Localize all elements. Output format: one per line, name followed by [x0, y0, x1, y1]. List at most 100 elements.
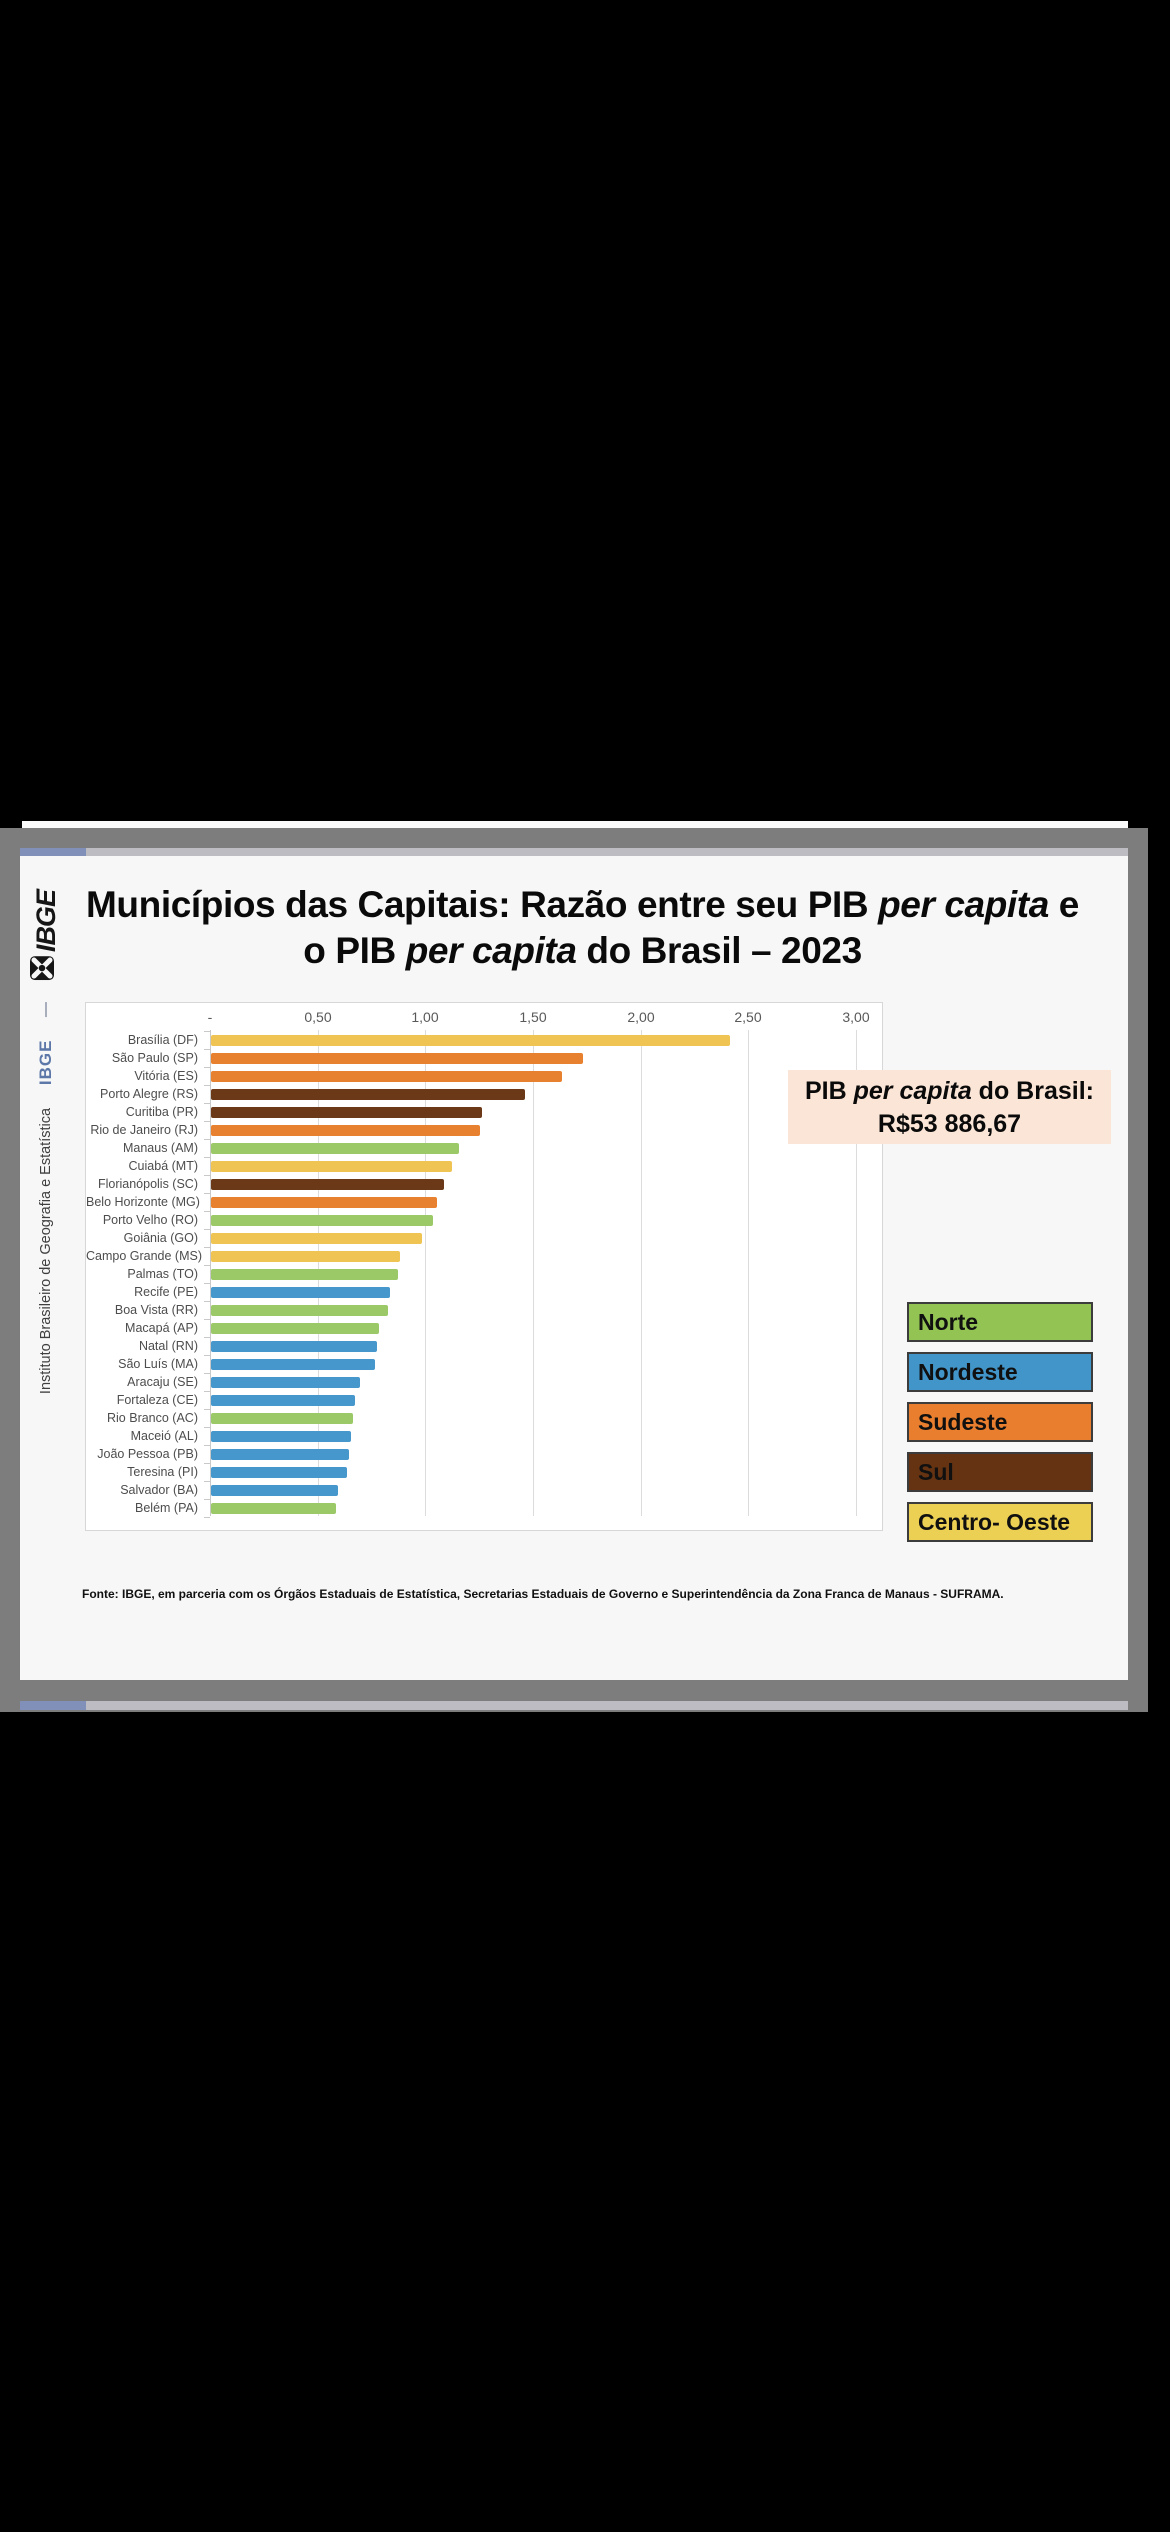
gridline: [425, 1030, 426, 1516]
x-axis-tick-label: 2,50: [734, 1009, 762, 1025]
x-axis-tick-label: 3,00: [842, 1009, 870, 1025]
region-legend: Norte Nordeste Sudeste Sul Centro- Oeste: [907, 1302, 1093, 1552]
ibge-logo-text: IBGE: [31, 890, 62, 953]
category-tick: [204, 1427, 210, 1428]
bar: [211, 1197, 437, 1208]
source-note: Fonte: IBGE, em parceria com os Órgãos E…: [82, 1587, 1004, 1601]
gridline: [748, 1030, 749, 1516]
bar-label: Teresina (PI): [127, 1465, 198, 1479]
bar-label: Belo Horizonte (MG): [86, 1195, 200, 1209]
bar: [211, 1269, 398, 1280]
previous-page-edge: [22, 821, 1128, 828]
bar-label: Rio Branco (AC): [107, 1411, 198, 1425]
category-tick: [204, 1157, 210, 1158]
bar-label: Salvador (BA): [120, 1483, 198, 1497]
institute-acronym: IBGE: [36, 1039, 56, 1086]
bar: [211, 1377, 360, 1388]
category-tick: [204, 1067, 210, 1068]
bar-label: Manaus (AM): [122, 1141, 198, 1155]
bar-label: Belém (PA): [135, 1501, 198, 1515]
bar-label: São Luís (MA): [118, 1357, 198, 1371]
bar: [211, 1233, 422, 1244]
y-axis-line: [210, 1030, 211, 1516]
category-tick: [204, 1247, 210, 1248]
category-tick: [204, 1229, 210, 1230]
category-tick: [204, 1265, 210, 1266]
bar-label: Rio de Janeiro (RJ): [90, 1123, 198, 1137]
legend-item-sudeste: Sudeste: [907, 1402, 1093, 1442]
bar: [211, 1161, 452, 1172]
bar: [211, 1323, 379, 1334]
slide-bottom-strip-accent: [20, 1701, 86, 1710]
x-axis-tick-label: -: [207, 1009, 213, 1025]
bar-label: Porto Alegre (RS): [100, 1087, 198, 1101]
category-tick: [204, 1355, 210, 1356]
bar: [211, 1359, 375, 1370]
category-tick: [204, 1121, 210, 1122]
legend-item-norte: Norte: [907, 1302, 1093, 1342]
bar-label: João Pessoa (PB): [97, 1447, 198, 1461]
sidebar-divider: [45, 1002, 48, 1018]
bar: [211, 1413, 353, 1424]
category-tick: [204, 1139, 210, 1140]
bar-label: Natal (RN): [138, 1339, 198, 1353]
bar-label: Porto Velho (RO): [102, 1213, 198, 1227]
bar: [211, 1071, 562, 1082]
ibge-logo-icon: [30, 956, 54, 981]
slide-bottom-strip: [20, 1701, 1128, 1710]
slide-top-strip-accent: [20, 848, 86, 856]
legend-item-sul: Sul: [907, 1452, 1093, 1492]
category-tick: [204, 1085, 210, 1086]
category-tick: [204, 1193, 210, 1194]
bar-label: Cuiabá (MT): [128, 1159, 198, 1173]
bar-label: Maceió (AL): [130, 1429, 198, 1443]
bar: [211, 1431, 351, 1442]
bar: [211, 1395, 355, 1406]
bar-label: Palmas (TO): [127, 1267, 198, 1281]
category-tick: [204, 1283, 210, 1284]
pib-value: R$53 886,67: [877, 1110, 1022, 1138]
bar: [211, 1035, 730, 1046]
bar-label: Macapá (AP): [125, 1321, 198, 1335]
bar: [211, 1485, 338, 1496]
bar: [211, 1449, 349, 1460]
bar-label: Brasília (DF): [127, 1033, 198, 1047]
bar: [211, 1215, 433, 1226]
bar-label: Boa Vista (RR): [114, 1303, 198, 1317]
gridline: [533, 1030, 534, 1516]
slide-title: Municípios das Capitais: Razão entre seu…: [86, 884, 1079, 971]
bar-label: Vitória (ES): [134, 1069, 198, 1083]
gridline: [856, 1030, 857, 1516]
slide-top-strip: [20, 848, 1128, 856]
bar-label: Curitiba (PR): [125, 1105, 198, 1119]
category-tick: [204, 1373, 210, 1374]
category-tick: [204, 1517, 210, 1518]
category-tick: [204, 1031, 210, 1032]
slide: Instituto Brasileiro de Geografia e Esta…: [20, 856, 1128, 1680]
category-tick: [204, 1175, 210, 1176]
bar: [211, 1305, 388, 1316]
category-tick: [204, 1391, 210, 1392]
category-tick: [204, 1319, 210, 1320]
ibge-sidebar: Instituto Brasileiro de Geografia e Esta…: [30, 884, 82, 1464]
category-tick: [204, 1463, 210, 1464]
bar: [211, 1143, 459, 1154]
bar-label: Goiânia (GO): [123, 1231, 198, 1245]
category-tick: [204, 1211, 210, 1212]
bar: [211, 1251, 400, 1262]
category-tick: [204, 1409, 210, 1410]
category-tick: [204, 1499, 210, 1500]
bar-label: Campo Grande (MS): [86, 1249, 203, 1263]
bar-label: Recife (PE): [134, 1285, 198, 1299]
x-axis-tick-label: 2,00: [627, 1009, 655, 1025]
legend-item-nordeste: Nordeste: [907, 1352, 1093, 1392]
bar: [211, 1107, 482, 1118]
bar: [211, 1341, 377, 1352]
bar-label: Fortaleza (CE): [116, 1393, 198, 1407]
bar: [211, 1089, 525, 1100]
bar-label: Aracaju (SE): [127, 1375, 198, 1389]
x-axis-tick-label: 1,00: [411, 1009, 439, 1025]
category-tick: [204, 1301, 210, 1302]
bar-chart: - 0,50 1,00 1,50 2,00 2,50 3,00 Brasília (DF) Sã…: [85, 1002, 883, 1531]
category-tick: [204, 1337, 210, 1338]
